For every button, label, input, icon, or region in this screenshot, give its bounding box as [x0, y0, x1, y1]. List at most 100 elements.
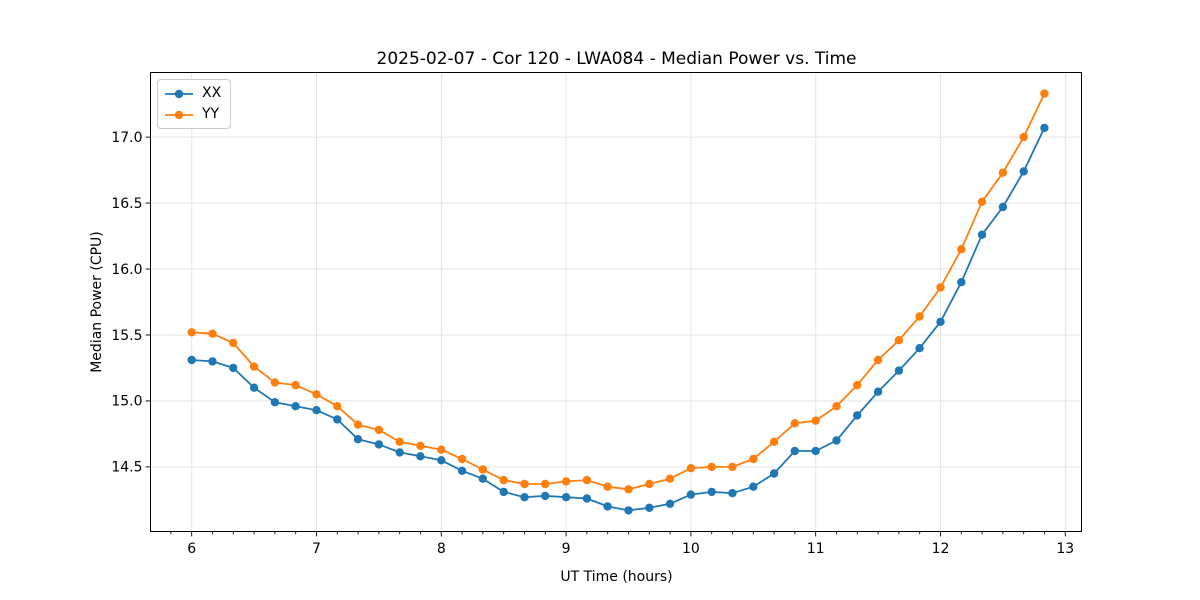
series-yy-marker: [686, 464, 696, 473]
series-yy-marker: [998, 168, 1008, 177]
series-xx-marker: [832, 436, 841, 445]
series-yy-marker: [665, 474, 675, 483]
series-yy-marker: [457, 454, 467, 464]
series-yy-marker: [790, 419, 799, 428]
series-xx-marker: [208, 357, 217, 366]
axis-ticks: [145, 136, 1066, 537]
series-yy-marker: [603, 482, 612, 491]
chart-title: 2025-02-07 - Cor 120 - LWA084 - Median P…: [376, 49, 857, 69]
series-xx-marker: [353, 435, 363, 444]
series-xx-marker: [645, 503, 654, 512]
y-axis-label: Median Power (CPU): [89, 231, 105, 373]
series-xx-marker: [957, 278, 966, 287]
x-tick-label: 11: [807, 541, 825, 557]
series-xx-marker: [728, 489, 737, 498]
series-xx-marker: [520, 493, 529, 502]
series-xx-marker: [312, 406, 321, 415]
series-xx-marker: [333, 415, 342, 424]
y-tick-label: 16.0: [111, 262, 142, 278]
legend: XX YY: [157, 79, 232, 129]
legend-label-yy: YY: [202, 106, 220, 122]
grid-lines: [150, 72, 1082, 532]
series-xx-marker: [769, 469, 779, 478]
series-xx-marker: [998, 202, 1008, 212]
series-xx-marker: [790, 446, 799, 456]
series-xx: [187, 123, 1049, 515]
series-xx-marker: [749, 482, 758, 491]
plot-frame: [150, 72, 1082, 532]
series-yy-marker: [520, 479, 529, 489]
x-tick-label: 7: [312, 541, 321, 557]
series-yy-marker: [395, 437, 404, 446]
series-xx-marker: [561, 493, 571, 502]
series-xx-marker: [603, 502, 612, 511]
series-xx-marker: [478, 474, 487, 483]
series-yy-marker: [333, 402, 342, 411]
series-yy-marker: [728, 462, 737, 472]
x-tick-label: 8: [437, 541, 446, 557]
series-xx-marker: [541, 491, 550, 501]
series-xx-marker: [915, 344, 924, 353]
series-xx-marker: [395, 448, 404, 457]
x-axis-label: UT Time (hours): [560, 569, 673, 585]
x-tick-label: 9: [562, 541, 571, 557]
series-yy-marker: [499, 475, 508, 485]
series-yy: [187, 89, 1049, 494]
series-yy-marker: [624, 485, 633, 494]
series-xx-marker: [187, 355, 196, 365]
x-tick-label: 13: [1056, 541, 1074, 557]
series-yy-marker: [312, 390, 321, 399]
series-yy-marker: [915, 312, 924, 321]
series-xx-marker: [665, 499, 675, 508]
series-yy-marker: [769, 437, 779, 446]
y-tick-label: 15.5: [111, 328, 142, 344]
legend-label-xx: XX: [202, 85, 222, 101]
series-xx-marker: [291, 402, 300, 411]
series-yy-line: [191, 93, 1046, 491]
x-tick-label: 12: [932, 541, 950, 557]
series-xx-marker: [1040, 123, 1049, 133]
series-xx-marker: [582, 494, 592, 503]
y-tick-label: 17.0: [111, 130, 142, 146]
series-yy-marker: [582, 475, 592, 485]
series-yy-marker: [894, 336, 904, 345]
series-yy-marker: [936, 283, 945, 292]
series-yy-marker: [291, 380, 300, 390]
series-xx-marker: [416, 452, 425, 461]
series-xx-marker: [873, 387, 883, 396]
series-yy-marker: [353, 420, 363, 429]
y-tick-label: 15.0: [111, 394, 142, 410]
series-yy-marker: [811, 416, 820, 425]
series-yy-marker: [270, 378, 280, 387]
series-xx-marker: [229, 363, 238, 373]
series-xx-marker: [249, 383, 259, 392]
series-xx-marker: [270, 398, 280, 407]
x-tick-label: 10: [682, 541, 700, 557]
series-xx-marker: [499, 487, 508, 497]
series-xx-marker: [853, 411, 862, 420]
y-tick-label: 14.5: [111, 460, 142, 476]
series-yy-marker: [437, 445, 446, 454]
series-yy-marker: [208, 329, 217, 338]
series-xx-marker: [624, 506, 633, 515]
series-xx-marker: [811, 446, 820, 456]
series-xx-marker: [936, 317, 945, 326]
series-yy-marker: [541, 479, 550, 489]
series-yy-marker: [957, 245, 966, 254]
series-xx-marker: [977, 230, 987, 239]
series-yy-marker: [416, 441, 425, 450]
series-xx-marker: [707, 487, 716, 497]
series-yy-marker: [873, 355, 883, 365]
y-tick-label: 16.5: [111, 196, 142, 212]
series-yy-marker: [1019, 132, 1028, 142]
tick-labels: 6 7 8 9 10 11 12 13 14.5 15.0 15.5 16.0 16.5 17.0: [111, 130, 1074, 557]
series-yy-marker: [249, 362, 259, 371]
series-yy-marker: [229, 338, 238, 348]
series-yy-marker: [478, 465, 487, 474]
x-tick-label: 6: [187, 541, 196, 557]
series-xx-marker: [686, 490, 696, 499]
series-xx-marker: [437, 456, 446, 465]
legend-item-xx: XX: [163, 84, 221, 103]
